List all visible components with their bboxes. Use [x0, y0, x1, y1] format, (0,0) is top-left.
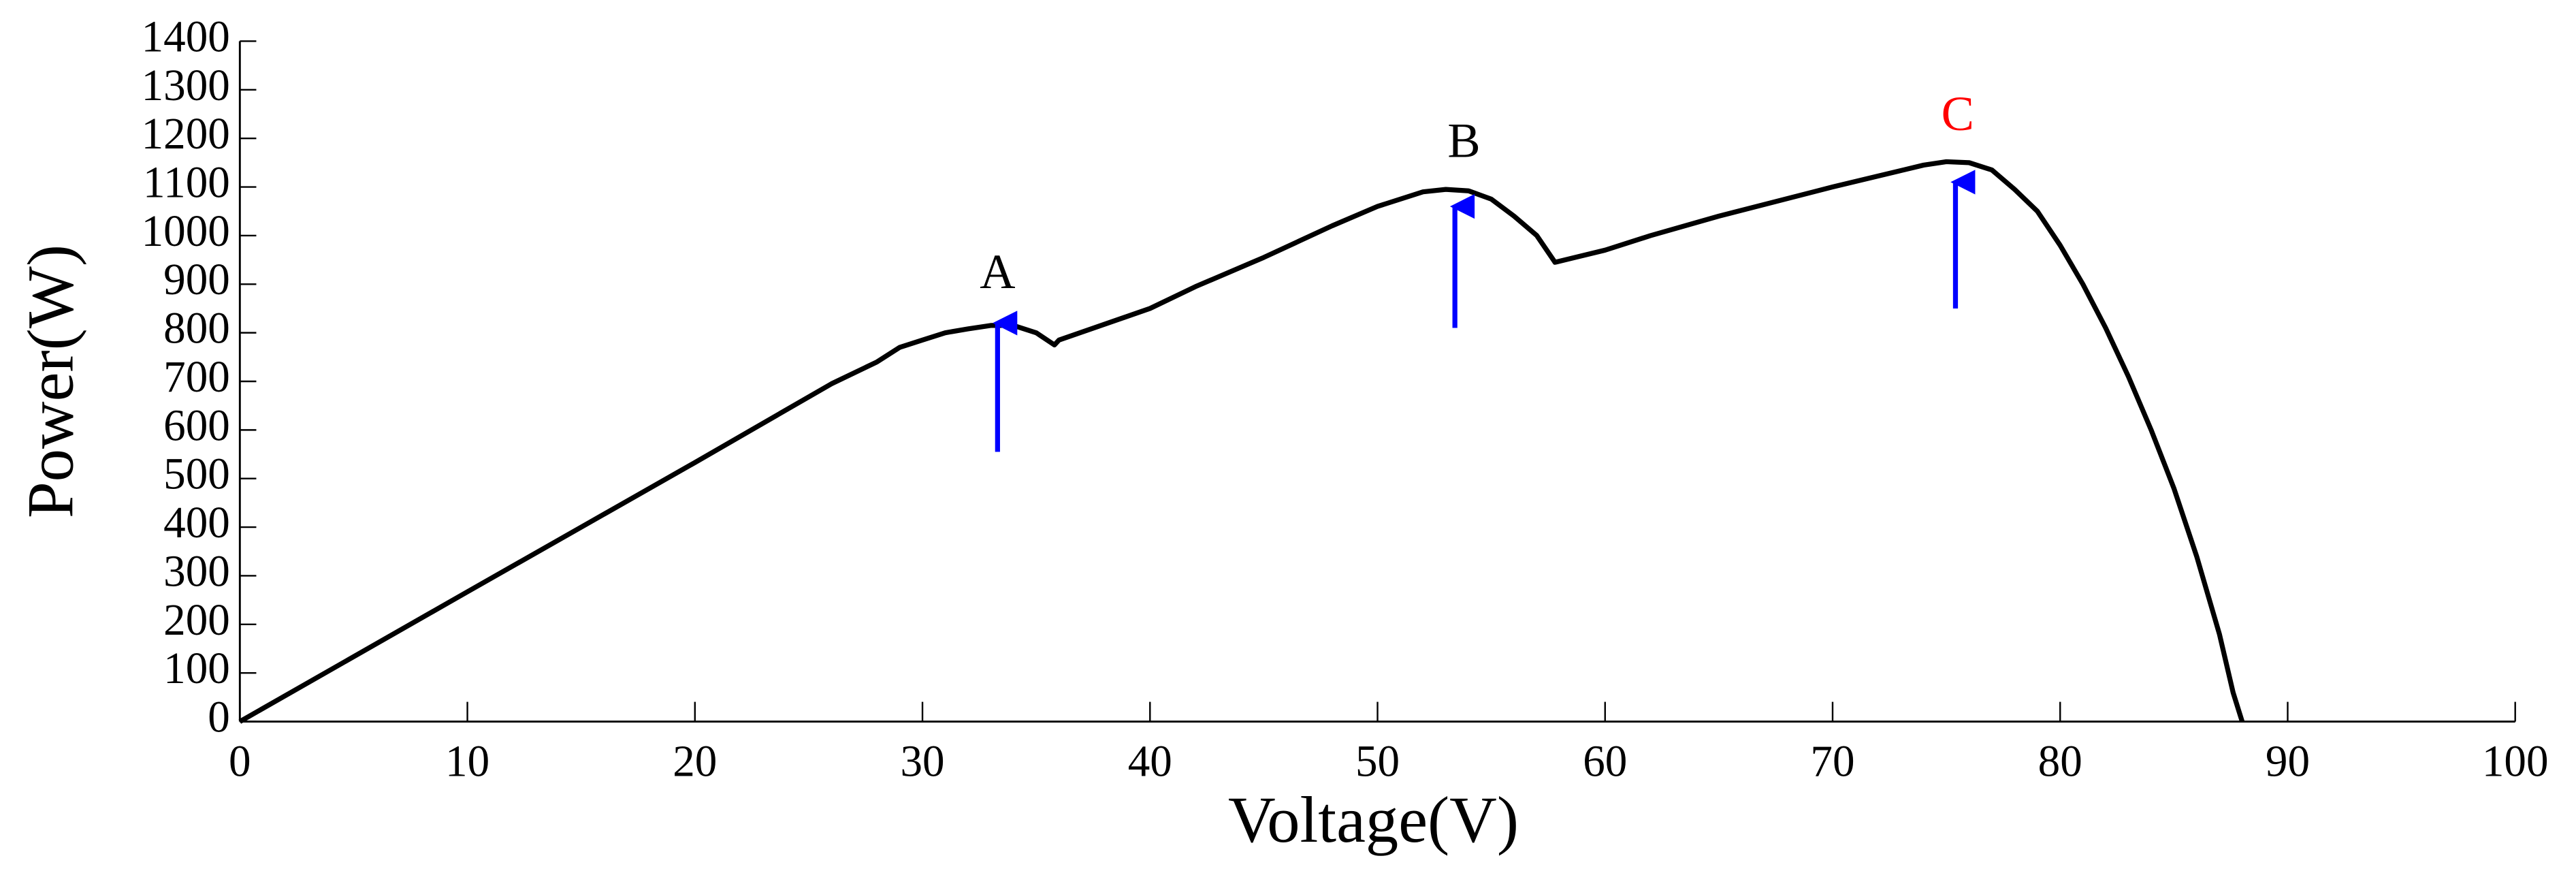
- y-tick-label: 300: [163, 547, 230, 596]
- x-tick-label: 20: [673, 738, 717, 787]
- x-tick-label: 10: [445, 738, 489, 787]
- x-tick-label: 40: [1128, 738, 1172, 787]
- x-tick-label: 70: [1810, 738, 1854, 787]
- y-tick-label: 1100: [143, 159, 230, 208]
- y-tick-label: 0: [208, 693, 230, 742]
- x-tick-label: 90: [2266, 738, 2310, 787]
- x-tick-label: 60: [1583, 738, 1627, 787]
- y-tick-label: 800: [163, 304, 230, 353]
- y-tick-label: 1300: [142, 61, 230, 110]
- x-tick-label: 100: [2482, 738, 2549, 787]
- y-tick-label: 1200: [142, 110, 230, 159]
- x-tick-label: 30: [900, 738, 944, 787]
- annotation: C: [1942, 86, 1974, 141]
- y-tick-label: 1400: [142, 12, 230, 61]
- annotation: B: [1447, 112, 1480, 168]
- y-tick-label: 100: [163, 644, 230, 693]
- x-tick-label: 50: [1355, 738, 1400, 787]
- y-tick-label: 200: [163, 596, 230, 645]
- y-tick-label: 1000: [142, 207, 230, 256]
- y-tick-label: 900: [163, 255, 230, 304]
- y-tick-label: 500: [163, 450, 230, 499]
- y-tick-label: 700: [163, 353, 230, 402]
- y-axis-label: Power(W): [14, 244, 87, 518]
- x-tick-label: 80: [2038, 738, 2082, 787]
- annotation: A: [980, 244, 1015, 299]
- power-curve: [238, 159, 2245, 724]
- x-axis-label: Voltage(V): [1228, 783, 1519, 856]
- x-tick-label: 0: [229, 738, 251, 787]
- y-tick-label: 600: [163, 401, 230, 450]
- y-tick-label: 400: [163, 499, 230, 548]
